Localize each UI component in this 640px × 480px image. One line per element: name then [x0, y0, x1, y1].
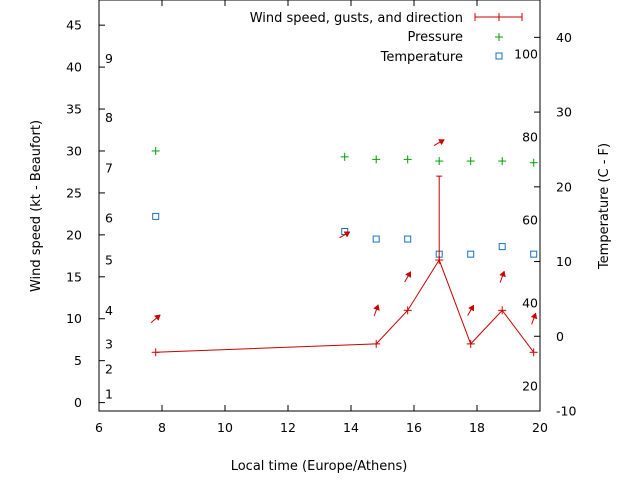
x-tick-label: 12 — [280, 420, 296, 435]
pressure-point — [466, 157, 475, 166]
legend-label-pressure: Pressure — [407, 30, 463, 45]
fahrenheit-label: 80 — [522, 130, 538, 145]
legend-swatch-temperature — [495, 52, 503, 60]
y-axis-left: 0 5 10 15 20 25 30 35 40 45 — [66, 18, 105, 410]
x-tick-label: 6 — [95, 420, 103, 435]
y2-axis-title: Temperature (C - F) — [597, 143, 612, 270]
wind-arrow-head — [405, 271, 412, 278]
pressure-point — [340, 152, 349, 161]
y-tick-label: 35 — [66, 102, 82, 117]
beaufort-label: 7 — [105, 160, 113, 175]
x-tick-label: 14 — [343, 420, 359, 435]
wind-point — [403, 306, 412, 315]
pressure-point — [372, 155, 381, 164]
wind-direction-arrow — [467, 304, 475, 316]
y-tick-label: 30 — [66, 143, 82, 158]
fahrenheit-label: 20 — [522, 379, 538, 394]
beaufort-label: 9 — [105, 51, 113, 66]
y-axis-title: Wind speed (kt - Beaufort) — [29, 120, 44, 292]
temperature-series — [152, 212, 538, 258]
wind-point — [466, 339, 475, 348]
pressure-series — [151, 146, 538, 167]
wind-arrows — [150, 139, 538, 325]
legend-label-temperature: Temperature — [380, 50, 463, 65]
legend-label-wind: Wind speed, gusts, and direction — [250, 11, 463, 26]
wind-direction-arrow — [373, 304, 380, 317]
y-axis-right: -10 0 10 20 30 40 — [534, 30, 576, 419]
y-tick-label: 45 — [66, 18, 82, 33]
pressure-point — [498, 157, 507, 166]
x-tick-label: 16 — [406, 420, 422, 435]
wind-arrow-head — [499, 270, 506, 278]
wind-direction-arrow — [530, 312, 538, 325]
fahrenheit-label: 40 — [522, 296, 538, 311]
x-tick-label: 18 — [469, 420, 485, 435]
wind-arrow-head — [438, 139, 445, 146]
x-tick-label: 10 — [217, 420, 233, 435]
wind-arrow-head — [154, 314, 161, 321]
wind-point — [529, 348, 538, 357]
wind-speed-line — [155, 258, 535, 353]
wind-point — [435, 175, 444, 265]
x-tick-label: 20 — [532, 420, 548, 435]
y-tick-label: 15 — [66, 269, 82, 284]
y2-tick-label: 0 — [556, 329, 564, 344]
pressure-point — [435, 157, 444, 166]
temperature-point — [404, 235, 412, 243]
beaufort-label: 5 — [105, 253, 113, 268]
wind-arrow-head — [530, 312, 538, 320]
y2-tick-label: 40 — [556, 30, 572, 45]
beaufort-label: 3 — [105, 336, 113, 351]
beaufort-label: 4 — [105, 303, 113, 318]
beaufort-label: 8 — [105, 110, 113, 125]
temperature-point — [467, 250, 475, 258]
fahrenheit-label: 60 — [522, 213, 538, 228]
beaufort-scale: 1 2 3 4 5 6 7 8 9 — [105, 51, 113, 402]
y2-tick-label: 30 — [556, 105, 572, 120]
wind-point — [498, 306, 507, 315]
y2-tick-label: -10 — [556, 404, 576, 419]
y-tick-label: 25 — [66, 185, 82, 200]
y-tick-label: 0 — [74, 395, 82, 410]
temperature-point — [152, 212, 160, 220]
wind-series — [151, 175, 538, 357]
y2-tick-label: 20 — [556, 179, 572, 194]
y-tick-label: 40 — [66, 60, 82, 75]
temperature-point — [498, 243, 506, 251]
y-tick-label: 5 — [74, 353, 82, 368]
beaufort-label: 2 — [105, 362, 113, 377]
fahrenheit-scale: 20 40 60 80 100 — [514, 46, 538, 393]
wind-direction-arrow — [433, 139, 445, 147]
x-axis-title: Local time (Europe/Athens) — [231, 459, 408, 474]
wind-direction-arrow — [339, 231, 351, 239]
pressure-point — [151, 146, 160, 155]
temperature-point — [372, 235, 380, 243]
wind-arrow-head — [468, 304, 475, 312]
x-axis: 6 8 10 12 14 16 18 20 — [95, 0, 548, 435]
wind-point — [151, 348, 160, 357]
wind-point — [372, 339, 381, 348]
beaufort-label: 1 — [105, 387, 113, 402]
x-tick-label: 8 — [158, 420, 166, 435]
pressure-point — [403, 155, 412, 164]
y-tick-label: 20 — [66, 227, 82, 242]
wind-arrow-head — [373, 304, 380, 311]
wind-direction-arrow — [150, 314, 161, 323]
fahrenheit-label: 100 — [514, 46, 538, 61]
temperature-point — [530, 250, 538, 258]
beaufort-label: 6 — [105, 211, 113, 226]
wind-direction-arrow — [404, 271, 412, 283]
wind-direction-arrow — [499, 270, 506, 283]
y-tick-label: 10 — [66, 311, 82, 326]
legend: Wind speed, gusts, and direction Pressur… — [250, 11, 523, 65]
plot-frame — [98, 0, 541, 412]
wind-arrow-head — [343, 231, 351, 238]
pressure-point — [529, 158, 538, 167]
y2-tick-label: 10 — [556, 254, 572, 269]
